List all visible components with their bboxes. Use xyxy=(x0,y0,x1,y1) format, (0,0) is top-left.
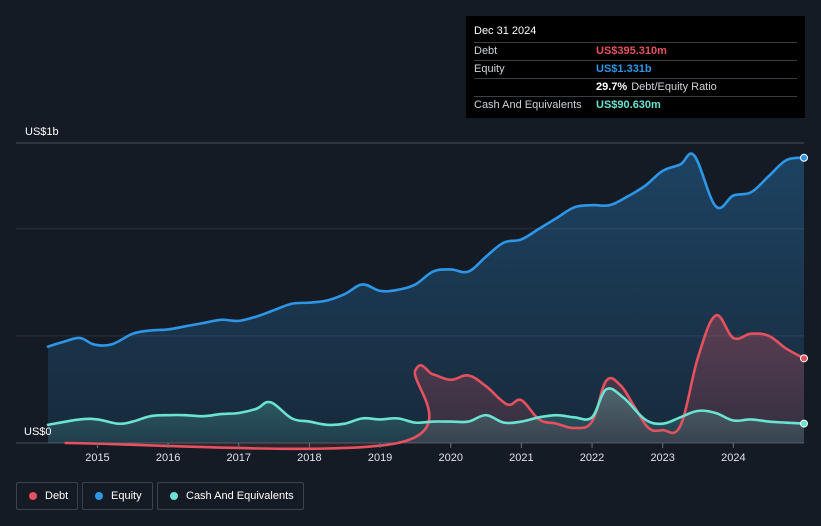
x-tick-label-2017: 2017 xyxy=(227,452,251,464)
x-tick-label-2015: 2015 xyxy=(85,452,109,464)
x-tick-label-2019: 2019 xyxy=(368,452,392,464)
cash-area xyxy=(48,388,804,443)
y-axis-bottom-label: US$0 xyxy=(24,426,52,438)
cash-line xyxy=(46,387,806,427)
x-tick-label-2024: 2024 xyxy=(721,452,745,464)
equity-area xyxy=(48,153,804,444)
equity-legend-swatch xyxy=(95,492,103,500)
x-tick-label-2023: 2023 xyxy=(650,452,674,464)
cash-end-marker xyxy=(800,419,808,428)
series-end-markers xyxy=(800,153,808,428)
tooltip-debt-label: Debt xyxy=(474,45,498,57)
y-axis-top-label: US$1b xyxy=(25,126,59,138)
tooltip-debt-value: US$395.310m xyxy=(596,45,667,57)
x-tick-label-2021: 2021 xyxy=(509,452,533,464)
series-lines xyxy=(46,152,806,451)
data-tooltip: Dec 31 2024 Debt US$395.310m Equity US$1… xyxy=(466,16,805,118)
equity-end-marker xyxy=(800,153,808,162)
legend-equity[interactable]: Equity xyxy=(82,482,153,510)
tooltip-row-cash: Cash And Equivalents US$90.630m xyxy=(474,96,797,114)
cash-legend-swatch xyxy=(170,492,178,500)
series-areas xyxy=(48,153,804,449)
tooltip-date: Dec 31 2024 xyxy=(474,25,537,37)
tooltip-equity-value: US$1.331b xyxy=(596,63,652,75)
debt-end-marker xyxy=(800,354,808,363)
tooltip-row-debt: Debt US$395.310m xyxy=(474,42,797,60)
tooltip-row-equity: Equity US$1.331b xyxy=(474,60,797,78)
tooltip-cash-value: US$90.630m xyxy=(596,99,661,111)
equity-line xyxy=(46,152,806,348)
x-tick-label-2022: 2022 xyxy=(580,452,604,464)
tooltip-ratio-value: 29.7% xyxy=(596,81,628,93)
tooltip-ratio-label: Debt/Equity Ratio xyxy=(631,81,717,93)
x-tick-label-2016: 2016 xyxy=(156,452,180,464)
tooltip-equity-label: Equity xyxy=(474,63,505,75)
x-tick-label-2018: 2018 xyxy=(297,452,321,464)
debt-line xyxy=(64,314,806,451)
legend-debt-label: Debt xyxy=(45,490,69,502)
legend-cash[interactable]: Cash And Equivalents xyxy=(157,482,304,510)
legend-equity-label: Equity xyxy=(111,490,142,502)
tooltip-cash-label: Cash And Equivalents xyxy=(474,99,582,111)
debt-legend-swatch xyxy=(29,492,37,500)
legend-debt[interactable]: Debt xyxy=(16,482,78,510)
tooltip-row-ratio: 29.7% Debt/Equity Ratio xyxy=(474,78,797,96)
legend-cash-label: Cash And Equivalents xyxy=(186,490,294,502)
x-tick-label-2020: 2020 xyxy=(438,452,462,464)
x-axis-ticks: 2015 2016 2017 2018 2019 2020 2021 2022 2023 2024 xyxy=(85,443,746,464)
